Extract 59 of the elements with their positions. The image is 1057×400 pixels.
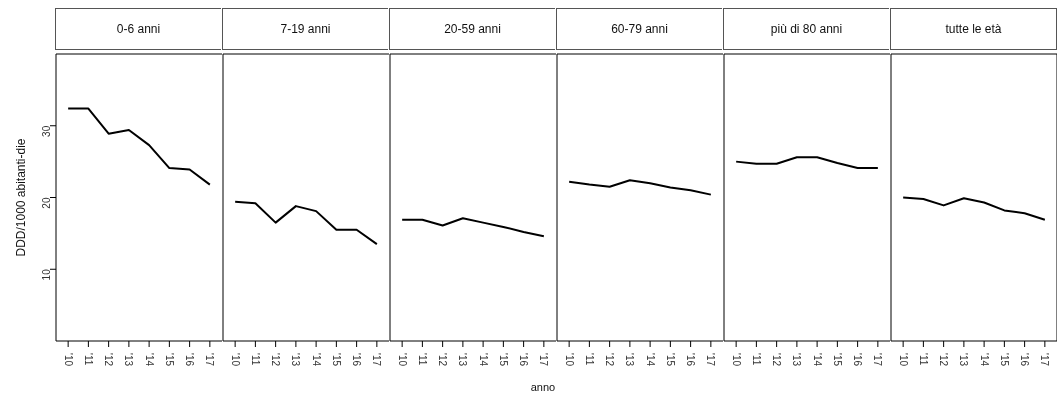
panel-strip: 20-59 anni bbox=[389, 8, 555, 50]
x-tick-label: '12 bbox=[437, 353, 449, 367]
x-tick-label: '16 bbox=[351, 353, 363, 367]
x-tick-label: '16 bbox=[852, 353, 864, 367]
panel-strip: 60-79 anni bbox=[556, 8, 722, 50]
x-tick-label: '16 bbox=[518, 353, 530, 367]
x-tick-label: '13 bbox=[290, 353, 302, 367]
x-tick-label: '10 bbox=[62, 353, 74, 367]
x-tick-label: '12 bbox=[938, 353, 950, 367]
x-tick-label: '14 bbox=[143, 353, 155, 367]
x-tick-label: '11 bbox=[416, 353, 428, 366]
x-tick-label: '11 bbox=[249, 353, 261, 366]
x-tick-label: '17 bbox=[1039, 353, 1051, 367]
x-tick-label: '12 bbox=[103, 353, 115, 367]
x-tick-label: '11 bbox=[82, 353, 94, 366]
y-tick-label: 20 bbox=[40, 197, 52, 209]
x-tick-label: '17 bbox=[204, 353, 216, 367]
x-tick-label: '15 bbox=[497, 353, 509, 367]
x-tick-label: '16 bbox=[184, 353, 196, 367]
x-tick-label: '14 bbox=[644, 353, 656, 367]
x-tick-label: '10 bbox=[563, 353, 575, 367]
x-tick-label: '11 bbox=[917, 353, 929, 366]
y-tick-label: 10 bbox=[40, 268, 52, 281]
x-tick-label: '14 bbox=[978, 353, 990, 367]
x-tick-label: '17 bbox=[705, 353, 717, 367]
x-tick-label: '12 bbox=[771, 353, 783, 367]
x-tick-label: '13 bbox=[624, 353, 636, 367]
panel-strip: più di 80 anni bbox=[723, 8, 889, 50]
x-tick-label: '13 bbox=[791, 353, 803, 367]
y-tick-label: 30 bbox=[40, 125, 52, 137]
x-tick-label: '17 bbox=[538, 353, 550, 367]
x-tick-label: '13 bbox=[958, 353, 970, 367]
x-tick-label: '17 bbox=[872, 353, 884, 367]
x-axis-title: anno bbox=[530, 381, 556, 393]
x-tick-label: '14 bbox=[477, 353, 489, 367]
x-tick-label: '11 bbox=[750, 353, 762, 366]
x-tick-label: '17 bbox=[371, 353, 383, 367]
panel-strip: 0-6 anni bbox=[55, 8, 221, 50]
panel-strip: 7-19 anni bbox=[222, 8, 388, 50]
x-tick-label: '10 bbox=[897, 353, 909, 367]
x-tick-label: '10 bbox=[730, 353, 742, 367]
x-tick-label: '15 bbox=[330, 353, 342, 367]
y-axis-title: DDD/1000 abitanti-die bbox=[14, 138, 29, 257]
x-tick-label: '15 bbox=[998, 353, 1010, 367]
x-tick-label: '14 bbox=[310, 353, 322, 367]
x-tick-label: '12 bbox=[270, 353, 282, 367]
x-tick-label: '15 bbox=[664, 353, 676, 367]
x-tick-label: '16 bbox=[1019, 353, 1031, 367]
x-tick-label: '15 bbox=[163, 353, 175, 367]
x-tick-label: '11 bbox=[583, 353, 595, 366]
x-tick-label: '15 bbox=[831, 353, 843, 367]
x-tick-label: '16 bbox=[685, 353, 697, 367]
x-tick-label: '13 bbox=[123, 353, 135, 367]
panel-strip: tutte le età bbox=[890, 8, 1057, 50]
x-tick-label: '10 bbox=[229, 353, 241, 367]
x-tick-label: '13 bbox=[457, 353, 469, 367]
x-tick-label: '10 bbox=[396, 353, 408, 367]
x-tick-label: '12 bbox=[604, 353, 616, 367]
x-tick-label: '14 bbox=[811, 353, 823, 367]
